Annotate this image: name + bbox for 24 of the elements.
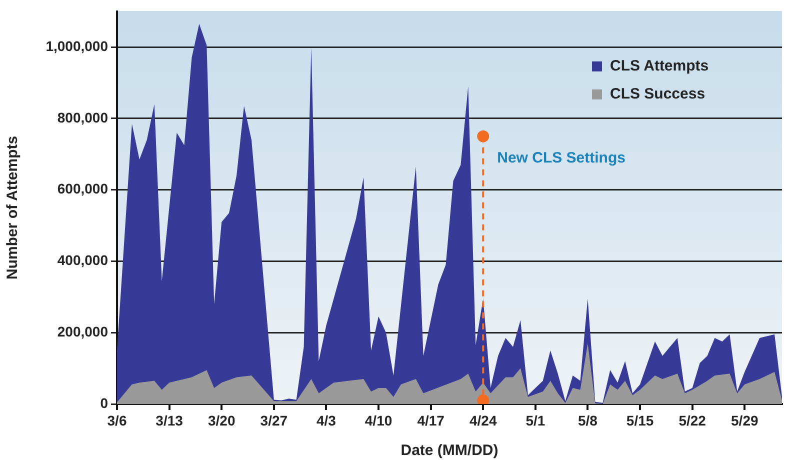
x-tick-label: 3/20 — [208, 412, 236, 428]
x-tick-label: 3/27 — [260, 412, 288, 428]
y-tick-label: 1,000,000 — [46, 38, 108, 54]
x-tick-label: 5/8 — [578, 412, 598, 428]
annotation: New CLS Settings — [497, 149, 626, 166]
y-tick-label: 400,000 — [57, 252, 108, 268]
x-tick-label: 4/3 — [316, 412, 336, 428]
y-tick-label: 800,000 — [57, 109, 108, 126]
x-tick-label: 3/6 — [107, 412, 127, 428]
x-tick-label: 5/29 — [731, 412, 758, 428]
x-tick-label: 5/1 — [526, 412, 546, 428]
x-tick-label: 3/13 — [156, 412, 184, 428]
x-axis-title: Date (MM/DD) — [400, 442, 498, 460]
x-tick-label: 5/15 — [626, 412, 654, 428]
x-tick-label: 5/22 — [678, 412, 706, 428]
y-tick-label: 600,000 — [57, 180, 108, 197]
y-tick-label: 0 — [100, 394, 108, 411]
x-tick-label: 4/10 — [364, 412, 392, 428]
x-tick-label: 4/17 — [417, 412, 445, 428]
y-tick-label: 200,000 — [57, 323, 108, 340]
x-tick-label: 4/24 — [470, 412, 497, 428]
y-axis-title: Number of Attempts — [4, 136, 22, 280]
legend-label: CLS Attempts — [610, 58, 709, 75]
legend-label: CLS Success — [610, 86, 706, 103]
